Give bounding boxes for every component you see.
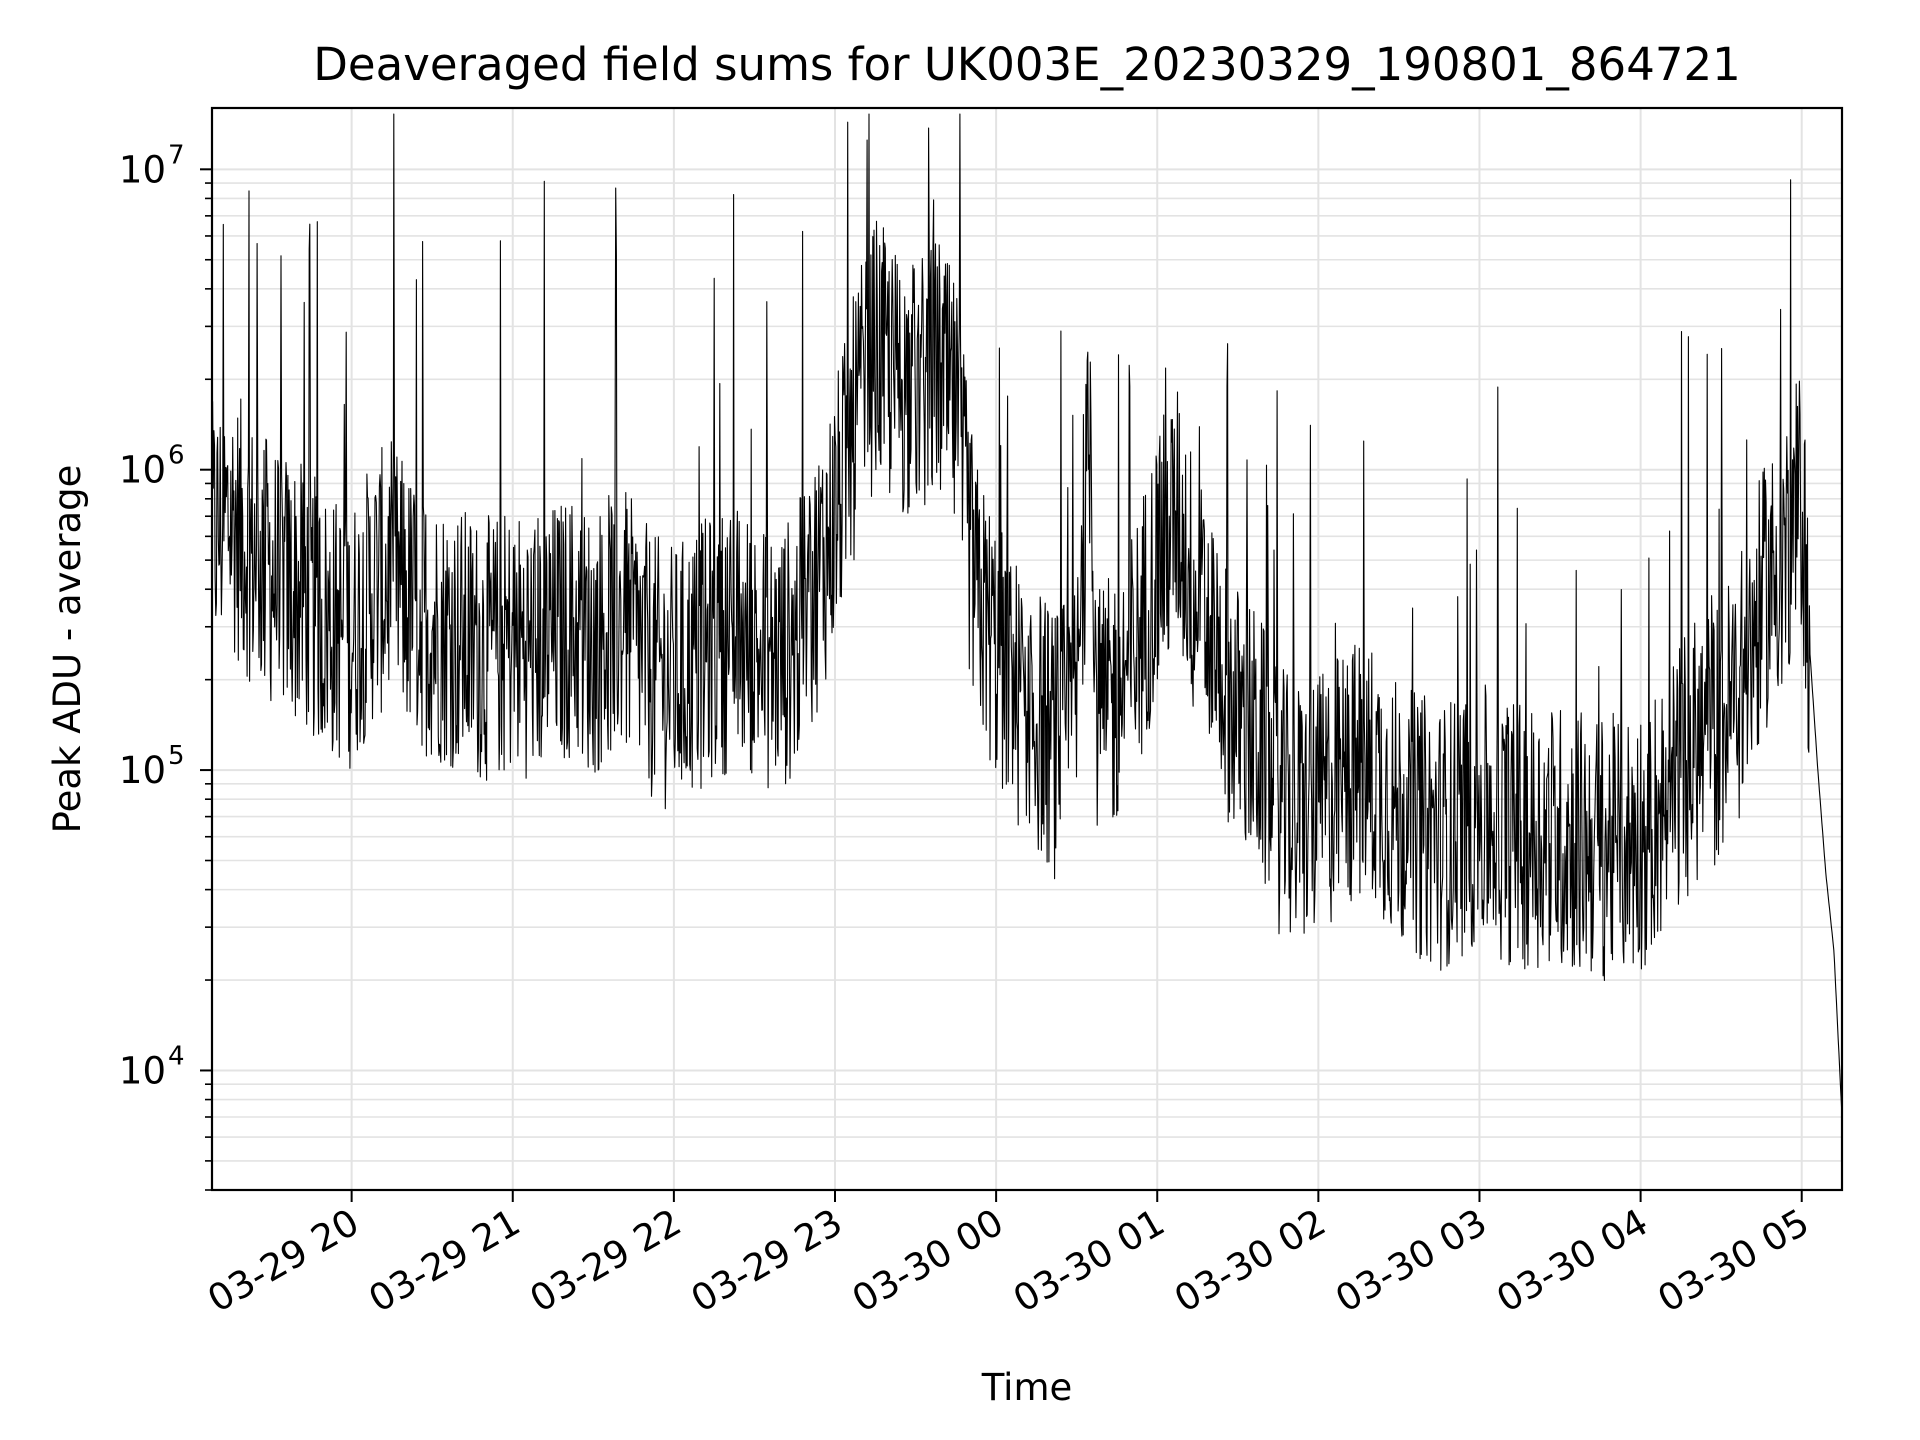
y-axis-label: Peak ADU - average	[46, 465, 89, 834]
y-tick-label: 10	[119, 449, 166, 492]
plot-frame	[210, 106, 1844, 1192]
x-axis-label: Time	[981, 1366, 1073, 1409]
y-tick-exponent: 5	[168, 741, 185, 771]
y-tick-exponent: 6	[168, 441, 185, 471]
series-line	[211, 113, 1843, 1118]
y-tick-label: 10	[119, 1049, 166, 1092]
y-tick-label: 10	[119, 749, 166, 792]
y-tick-label: 10	[119, 148, 166, 191]
y-tick-exponent: 4	[168, 1041, 185, 1071]
series	[211, 113, 1843, 1118]
y-tick-exponent: 7	[168, 140, 185, 170]
chart-title: Deaveraged field sums for UK003E_2023032…	[313, 38, 1740, 91]
